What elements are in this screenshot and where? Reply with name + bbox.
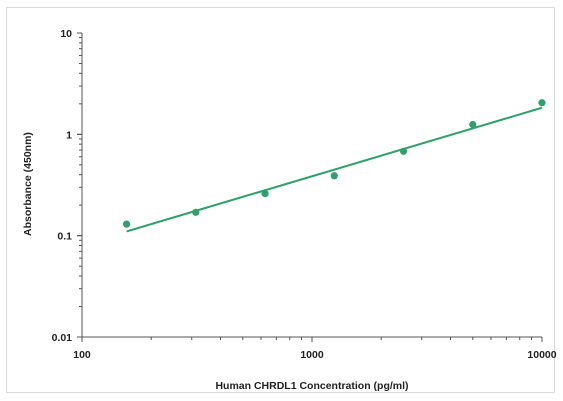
x-axis-title: Human CHRDL1 Concentration (pg/ml): [215, 380, 408, 392]
trendline-group: [126, 106, 543, 233]
y-tick-label: 1: [66, 129, 72, 141]
chart-frame: [6, 7, 555, 393]
data-point: [469, 120, 477, 129]
data-point: [192, 208, 200, 216]
data-point: [330, 172, 338, 180]
tick-labels-group: 0.01 0.1 1 10 100 1000 10000: [52, 28, 557, 361]
y-axis-title: Absorbance (450nm): [22, 132, 34, 236]
data-point: [261, 190, 269, 198]
y-tick-label: 10: [60, 28, 72, 40]
axes: [77, 32, 543, 342]
x-tick-label: 100: [73, 349, 91, 361]
data-points-group: [122, 99, 546, 228]
trendline: [126, 106, 543, 233]
data-point: [399, 147, 408, 155]
x-tick-label: 1000: [300, 349, 324, 361]
data-point: [538, 99, 546, 107]
x-tick-label: 10000: [527, 349, 556, 361]
y-tick-label: 0.1: [57, 231, 72, 243]
y-tick-label: 0.01: [52, 332, 73, 344]
data-point: [122, 220, 131, 228]
